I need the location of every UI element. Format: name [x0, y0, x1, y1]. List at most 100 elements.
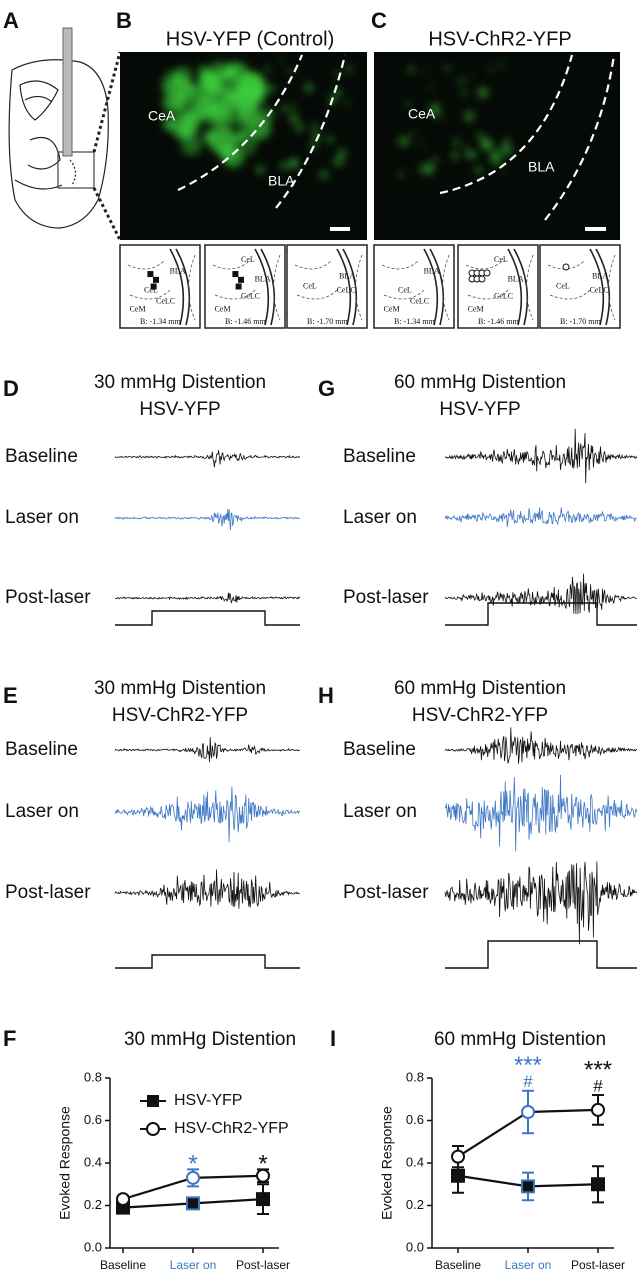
region-label: CeA: [408, 106, 436, 122]
atlas-label: CeL: [398, 285, 412, 294]
marker: [186, 1170, 200, 1185]
blob: [468, 150, 477, 159]
atlas-label: BLA: [508, 275, 524, 284]
blob: [452, 138, 460, 146]
blob: [440, 116, 446, 122]
marker: [116, 1192, 130, 1207]
atlas-label: CeL: [303, 281, 317, 290]
atlas-label: CeLC: [410, 296, 429, 305]
marker: [451, 1149, 465, 1164]
atlas-label: BLA: [592, 271, 608, 280]
atlas-label: CeLC: [590, 285, 609, 294]
marker: [256, 1192, 270, 1207]
atlas-frame: [457, 244, 539, 329]
boundary-lines: [177, 54, 616, 221]
blob: [405, 100, 413, 108]
atlas-label: CeM: [215, 305, 231, 314]
atlas-label: BLA: [424, 266, 440, 275]
blob: [418, 141, 424, 147]
x-tick-label: Laser on: [170, 1258, 217, 1272]
atlas-label: CeL: [494, 255, 508, 264]
blob: [162, 90, 187, 115]
y-axis-label: Evoked Response: [57, 1106, 73, 1220]
panel-label: D: [3, 376, 19, 401]
atlas-label: CeLC: [156, 296, 175, 305]
blob: [180, 134, 202, 156]
atlas-label: CeLC: [337, 285, 356, 294]
x-tick-label: Baseline: [100, 1258, 146, 1272]
legend-marker: [147, 1095, 159, 1107]
site-marker: [232, 271, 239, 278]
marker: [451, 1168, 465, 1183]
recording-title: 60 mmHg Distention: [394, 372, 566, 393]
atlas-label: CeL: [241, 255, 255, 264]
neural-trace: [444, 861, 638, 945]
marker: [521, 1179, 535, 1194]
panel-label: A: [3, 8, 19, 33]
row-label: Post-laser: [5, 587, 91, 608]
blob: [266, 84, 276, 93]
site-marker: [235, 283, 242, 290]
brain-schematic: [8, 59, 109, 229]
y-tick-label: 0.2: [406, 1197, 424, 1212]
atlas-label: B: -1.46 mm: [225, 317, 266, 326]
blob: [290, 160, 298, 169]
recording-title: HSV-ChR2-YFP: [412, 705, 548, 726]
blob: [402, 137, 410, 145]
stimulus-step: [445, 940, 637, 969]
atlas-frame: [373, 244, 455, 329]
atlas-schematic: CeL BLA CeLC CeM B: -1.46 mm: [204, 244, 286, 329]
blob: [238, 102, 261, 125]
neural-trace: [114, 450, 301, 468]
significance-mark: *: [258, 1151, 267, 1178]
blob: [186, 83, 198, 95]
panel-label: C: [371, 8, 387, 33]
row-label: Baseline: [343, 446, 416, 467]
atlas-schematic: CeL BLA CeLC CeM B: -1.46 mm: [457, 244, 539, 329]
row-label: Baseline: [343, 739, 416, 760]
row-label: Post-laser: [343, 882, 429, 903]
atlas-frame: [539, 244, 621, 329]
neural-trace: [444, 428, 638, 484]
significance-mark: ***: [514, 1052, 542, 1079]
atlas-outline: [465, 254, 534, 321]
x-tick-label: Laser on: [505, 1258, 552, 1272]
x-tick-label: Post-laser: [236, 1258, 290, 1272]
blob: [463, 111, 475, 122]
x-tick-label: Post-laser: [571, 1258, 625, 1272]
blob: [410, 131, 415, 136]
site-marker: [483, 269, 491, 277]
row-label: Laser on: [343, 801, 417, 822]
blob: [288, 68, 295, 74]
site-marker: [478, 275, 486, 283]
blob: [498, 62, 504, 68]
blob: [280, 161, 289, 171]
y-tick-label: 0.4: [406, 1154, 424, 1169]
legend-marker: [146, 1122, 160, 1136]
y-tick-label: 0.2: [84, 1197, 102, 1212]
blob: [444, 65, 450, 72]
chart-title: 60 mmHg Distention: [434, 1029, 606, 1050]
blob: [319, 170, 329, 179]
blob: [177, 127, 189, 139]
blob: [189, 91, 209, 111]
marker: [591, 1102, 605, 1117]
blob: [423, 163, 435, 174]
atlas-label: B: -1.46 mm: [478, 317, 519, 326]
blob: [222, 116, 235, 129]
atlas-label: B: -1.34 mm: [140, 317, 181, 326]
site-marker: [147, 271, 154, 278]
significance-mark: #: [593, 1076, 603, 1095]
atlas-label: CeLC: [494, 291, 513, 300]
blob: [163, 118, 176, 131]
atlas-label: B: -1.34 mm: [394, 317, 435, 326]
blob: [197, 65, 209, 77]
blob: [463, 150, 470, 156]
blob: [304, 83, 314, 93]
atlas-label: B: -1.70 mm: [560, 317, 601, 326]
atlas-label: B: -1.70 mm: [307, 317, 348, 326]
significance-mark: *: [188, 1151, 197, 1178]
blob: [502, 167, 507, 173]
